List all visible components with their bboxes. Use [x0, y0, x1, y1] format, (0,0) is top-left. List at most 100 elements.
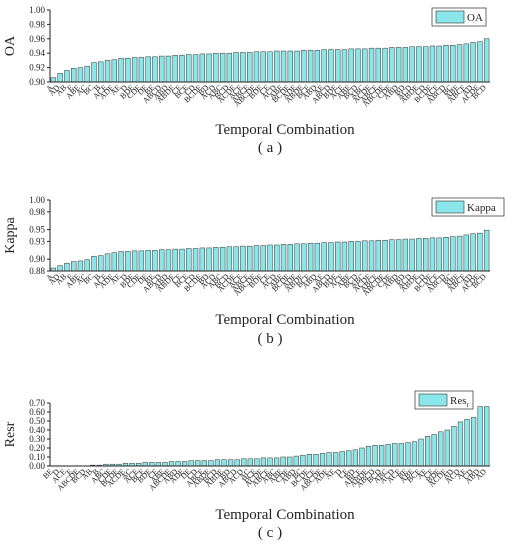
bar: [240, 52, 246, 83]
bar: [104, 60, 111, 83]
bar: [260, 51, 266, 83]
legend-swatch: [435, 10, 465, 24]
bar: [395, 239, 402, 272]
bar: [328, 49, 334, 83]
bar: [64, 263, 70, 272]
bar: [57, 73, 63, 83]
x-tick-label: E: [65, 467, 75, 477]
legend-swatch: [435, 200, 465, 214]
bar: [477, 41, 483, 83]
bar: [375, 47, 381, 83]
bar: [346, 450, 352, 467]
bar: [477, 406, 483, 467]
bar: [192, 54, 199, 83]
bar: [368, 47, 375, 83]
bar: [470, 233, 476, 272]
bar: [221, 459, 227, 467]
bar: [444, 429, 450, 467]
bar: [57, 265, 63, 272]
bar: [443, 45, 449, 83]
bar: [301, 243, 307, 272]
bar: [142, 462, 148, 467]
bar: [131, 57, 138, 83]
bar: [98, 61, 104, 83]
bar: [402, 238, 409, 272]
bar: [429, 45, 436, 83]
bar: [155, 462, 161, 467]
bar: [186, 54, 192, 83]
bar: [389, 239, 395, 272]
y-tick-label: 0.96: [29, 34, 45, 44]
y-tick-label: 0.70: [29, 398, 45, 408]
legend-label-text: Res: [450, 395, 467, 407]
bar: [159, 55, 165, 83]
x-tick-label: D: [119, 83, 130, 94]
bar: [382, 47, 388, 83]
bar: [152, 250, 158, 272]
chart-panel-0: 0.900.920.940.960.981.00AADABEABEACBCBAC…: [3, 5, 490, 156]
y-axis-label: Kappa: [3, 216, 18, 253]
bar: [362, 240, 368, 272]
bar: [199, 53, 205, 83]
y-tick-label: 1.00: [29, 5, 45, 15]
bar: [365, 445, 372, 467]
x-tick-label: A: [44, 272, 55, 283]
x-tick-label: E: [65, 272, 75, 282]
bar: [405, 442, 411, 467]
bar: [352, 449, 358, 467]
y-tick-label: 0.40: [29, 425, 45, 435]
bar: [274, 50, 280, 83]
bar: [98, 255, 104, 272]
bar: [125, 251, 131, 272]
bar: [333, 452, 339, 467]
bar: [477, 232, 483, 272]
bar: [254, 458, 260, 467]
bar: [423, 238, 429, 272]
bar: [280, 50, 287, 83]
bar: [321, 242, 327, 272]
bar: [321, 49, 327, 83]
bar: [145, 250, 151, 272]
y-tick-label: 0.90: [29, 77, 45, 87]
bar: [131, 250, 138, 272]
y-tick-label: 0.30: [29, 434, 45, 444]
y-tick-label: 0.94: [29, 48, 45, 58]
bar: [280, 244, 287, 272]
bar: [411, 441, 418, 467]
x-tick-label: D: [333, 467, 344, 478]
x-tick-label: B: [92, 272, 102, 282]
y-tick-label: 0.95: [29, 225, 45, 235]
bar: [138, 250, 145, 272]
bar: [186, 248, 192, 272]
y-axis-label: OA: [3, 35, 18, 56]
panel-label: ( c ): [258, 525, 282, 541]
bar: [260, 245, 266, 272]
legend-label-text: OA: [467, 12, 483, 24]
bar: [240, 245, 246, 272]
bar: [179, 55, 185, 83]
x-tick-label: D: [119, 272, 130, 283]
x-tick-label: A: [44, 83, 55, 94]
bar: [368, 240, 375, 272]
legend-label-text: Kappa: [467, 202, 496, 214]
panel-label: ( b ): [258, 331, 283, 347]
bar: [335, 49, 341, 83]
bar: [260, 457, 267, 467]
bar: [253, 245, 260, 272]
legend-label-subscript: r: [467, 401, 470, 409]
bar: [149, 462, 155, 467]
bar: [395, 47, 402, 83]
bar: [172, 248, 178, 272]
bar: [219, 52, 226, 83]
bar: [213, 247, 219, 272]
chart-panel-2: 0.000.100.200.300.400.500.600.70BEDACEEA…: [3, 390, 490, 541]
bar: [348, 241, 354, 272]
bar: [438, 431, 444, 467]
bar: [348, 48, 354, 83]
bar: [335, 241, 341, 272]
bar: [50, 77, 57, 83]
bar: [307, 242, 314, 272]
y-tick-label: 1.00: [29, 195, 45, 205]
bar: [409, 46, 415, 83]
